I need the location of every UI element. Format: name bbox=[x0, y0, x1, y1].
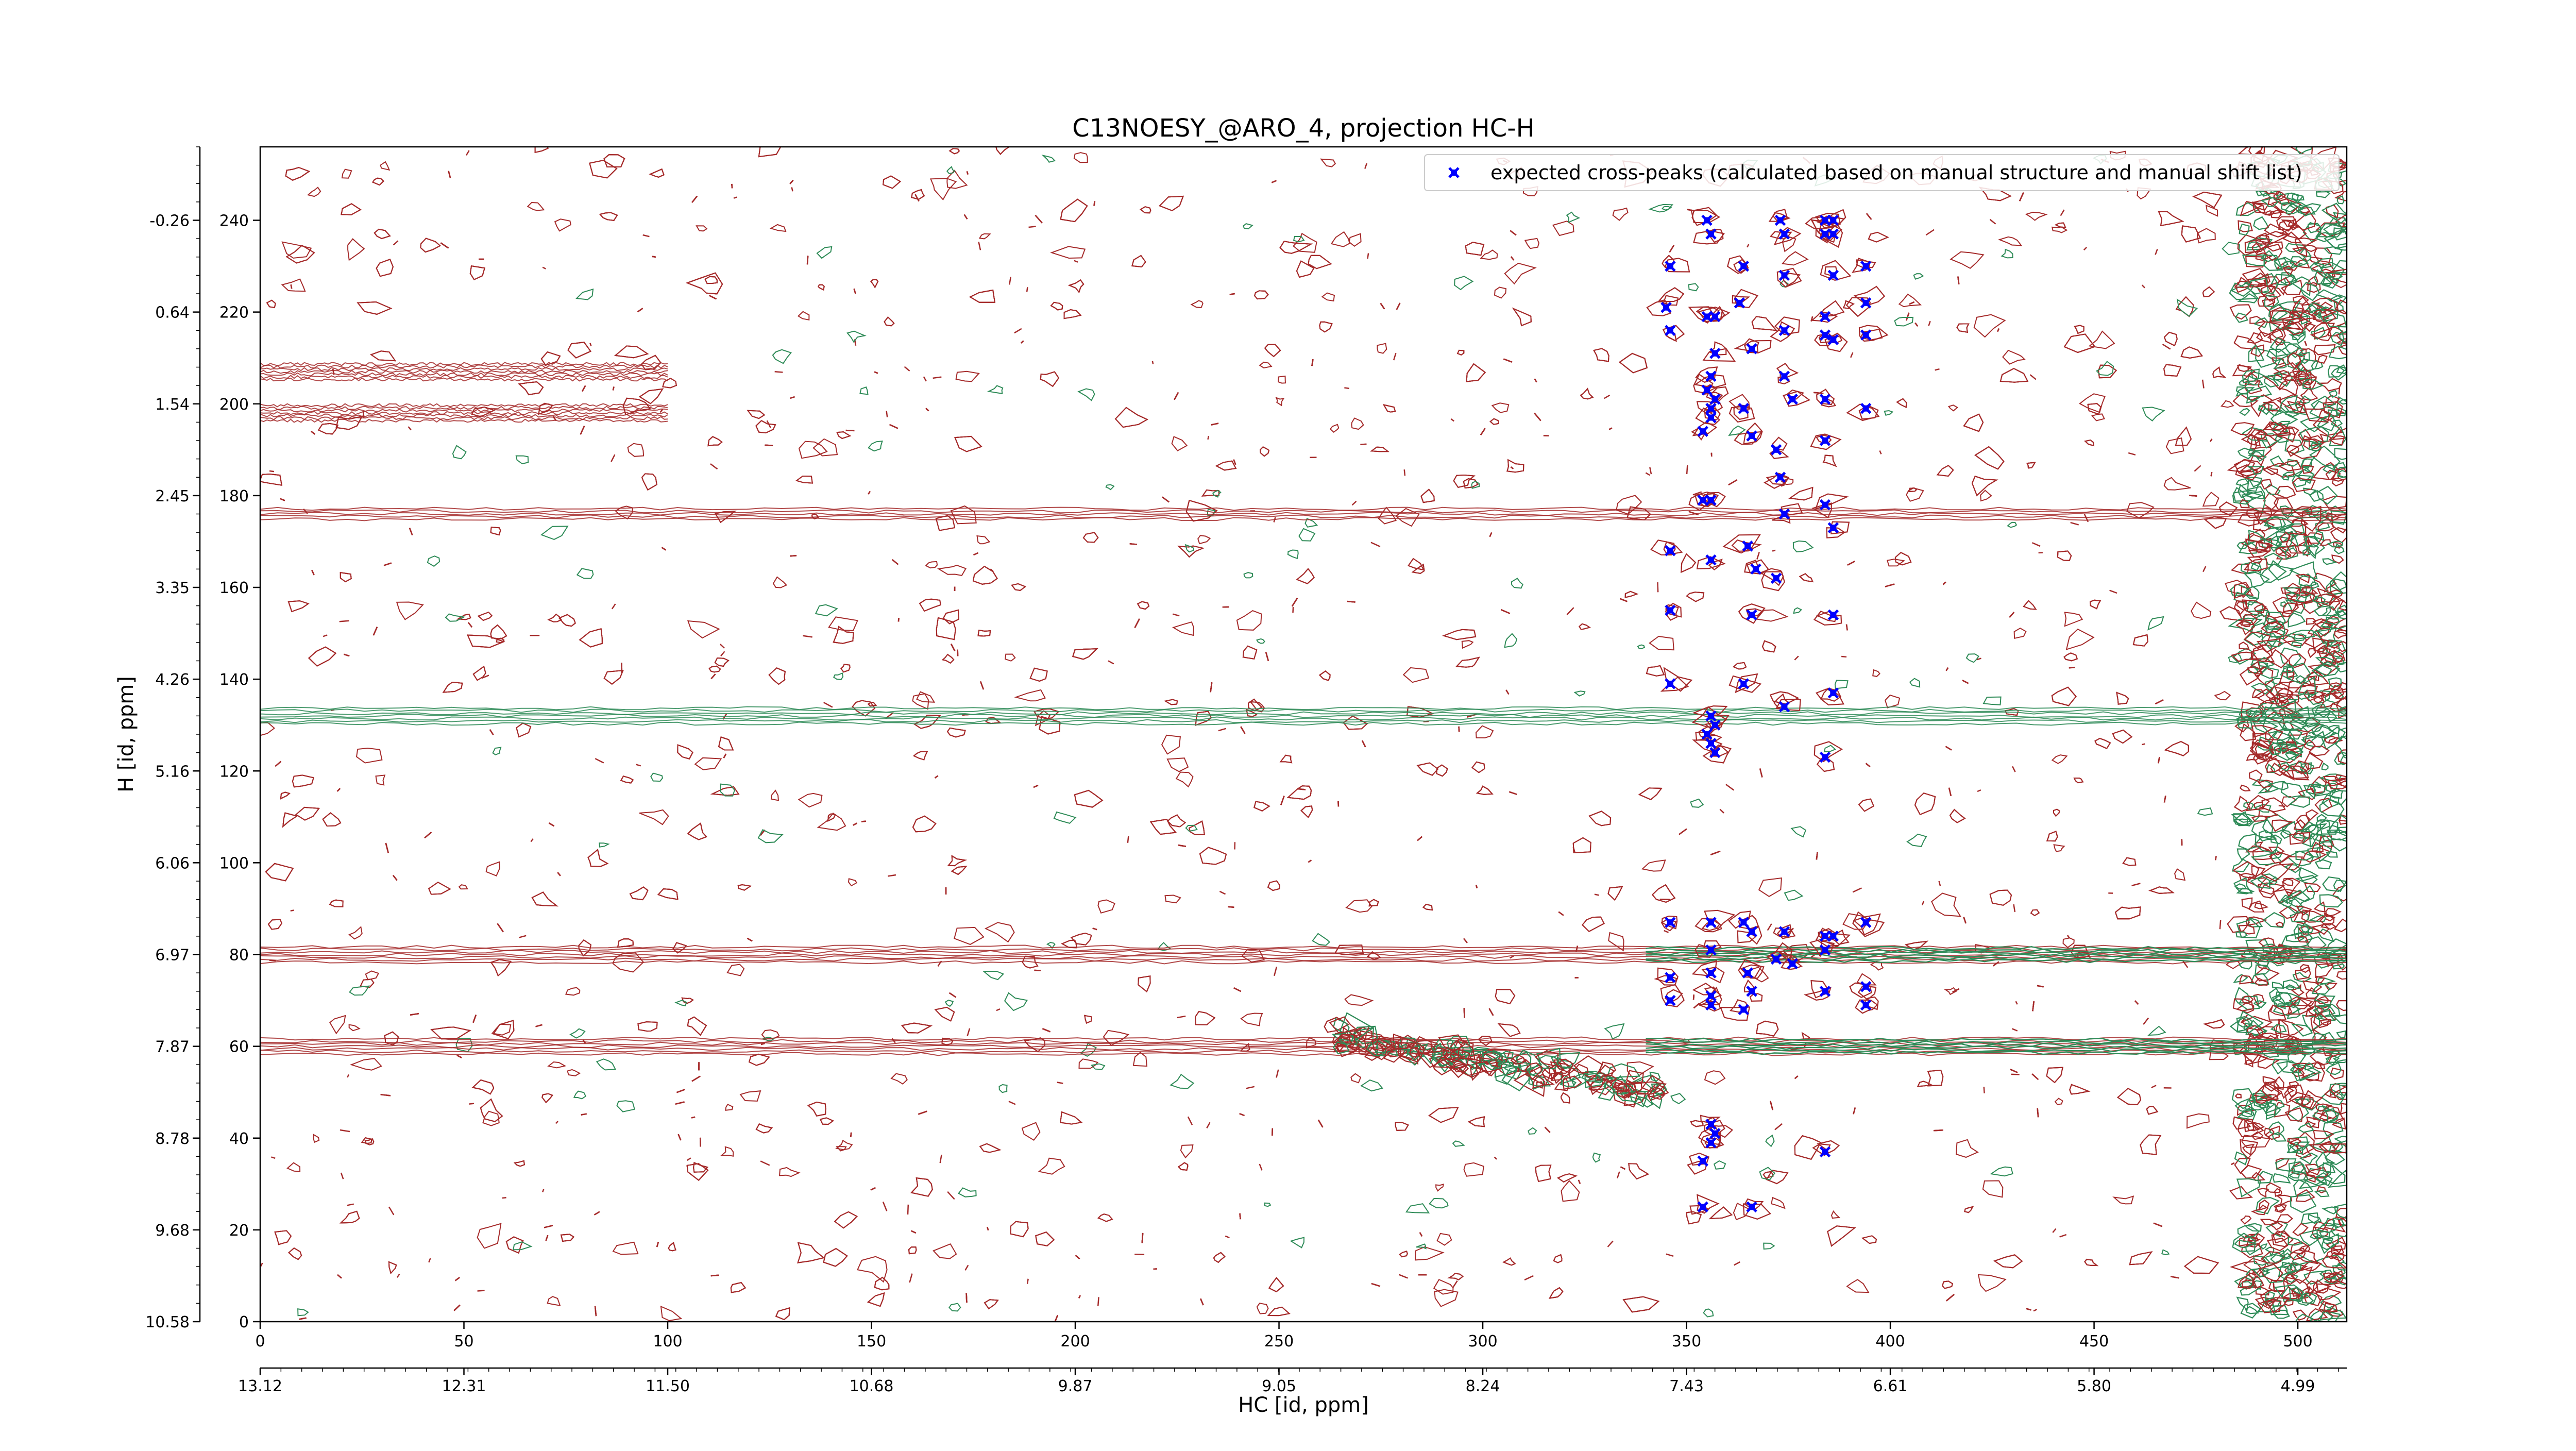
noise-contour bbox=[790, 555, 796, 556]
y-index-tick-label: 240 bbox=[219, 212, 249, 230]
x-index-tick-label: 350 bbox=[1672, 1332, 1701, 1351]
noise-contour bbox=[1347, 601, 1355, 602]
y-ppm-tick-label: 6.97 bbox=[155, 947, 190, 965]
noise-contour bbox=[691, 1117, 695, 1118]
y-index-tick-label: 200 bbox=[219, 396, 249, 414]
y-ppm-tick-label: 4.26 bbox=[155, 671, 190, 689]
noise-contour bbox=[1404, 469, 1405, 476]
noise-contour bbox=[2142, 744, 2145, 745]
x-ppm-tick-label: 13.12 bbox=[238, 1377, 282, 1395]
noise-contour bbox=[1027, 1279, 1028, 1284]
noise-contour bbox=[1464, 1008, 1465, 1018]
noise-contour bbox=[887, 411, 888, 417]
x-index-tick-label: 500 bbox=[2283, 1332, 2312, 1351]
y-index-tick-label: 100 bbox=[219, 854, 249, 872]
x-ppm-tick-label: 11.50 bbox=[646, 1377, 690, 1395]
noise-contour bbox=[1293, 607, 1294, 613]
y-ppm-tick-label: 3.35 bbox=[155, 579, 190, 597]
noise-contour bbox=[1846, 625, 1848, 631]
y-ppm-tick-label: 6.06 bbox=[155, 854, 190, 872]
noise-contour bbox=[291, 910, 294, 911]
x-index-tick-label: 50 bbox=[454, 1332, 473, 1351]
noise-contour bbox=[711, 1275, 719, 1276]
noise-contour bbox=[807, 256, 808, 264]
noise-contour bbox=[1657, 582, 1658, 592]
noise-contour bbox=[1817, 852, 1818, 859]
noise-contour bbox=[2279, 805, 2285, 806]
y-index-tick-label: 220 bbox=[219, 304, 249, 322]
y-index-tick-label: 120 bbox=[219, 763, 249, 781]
x-index-tick-label: 150 bbox=[857, 1332, 886, 1351]
noise-contour bbox=[846, 430, 855, 431]
x-ppm-tick-label: 9.05 bbox=[1262, 1377, 1296, 1395]
x-ppm-tick-label: 7.43 bbox=[1669, 1377, 1704, 1395]
noise-contour bbox=[1841, 656, 1846, 657]
y-ppm-tick-label: 7.87 bbox=[155, 1038, 190, 1056]
y-ppm-tick-label: 5.16 bbox=[155, 763, 190, 781]
noise-contour bbox=[1344, 388, 1349, 389]
x-ppm-tick-label: 10.68 bbox=[850, 1377, 894, 1395]
noise-contour bbox=[1360, 444, 1366, 445]
noise-contour bbox=[478, 1290, 485, 1291]
noise-contour bbox=[2211, 472, 2212, 476]
y-index-tick-label: 180 bbox=[219, 487, 249, 505]
noise-contour bbox=[1934, 1130, 1943, 1131]
x-ppm-tick-label: 8.24 bbox=[1466, 1377, 1500, 1395]
noise-contour bbox=[1367, 253, 1368, 259]
noise-contour bbox=[1142, 1233, 1143, 1243]
legend-label: expected cross-peaks (calculated based o… bbox=[1490, 161, 2302, 184]
x-axis-label: HC [id, ppm] bbox=[1238, 1393, 1369, 1417]
noise-contour bbox=[2215, 856, 2216, 860]
legend: expected cross-peaks (calculated based o… bbox=[1425, 155, 2339, 191]
chart-title: C13NOESY_@ARO_4, projection HC-H bbox=[1072, 114, 1534, 143]
noise-contour bbox=[1028, 226, 1036, 227]
plot-background bbox=[260, 147, 2347, 1322]
x-ppm-tick-label: 6.61 bbox=[1873, 1377, 1908, 1395]
x-index-tick-label: 0 bbox=[255, 1332, 265, 1351]
y-index-tick-label: 20 bbox=[229, 1222, 249, 1240]
x-index-tick-label: 200 bbox=[1060, 1332, 1090, 1351]
y-ppm-tick-label: 10.58 bbox=[145, 1313, 190, 1331]
x-ppm-tick-label: 9.87 bbox=[1058, 1377, 1093, 1395]
noise-contour bbox=[861, 821, 866, 822]
noise-contour bbox=[1034, 970, 1040, 971]
x-index-tick-label: 250 bbox=[1264, 1332, 1294, 1351]
noise-contour bbox=[1476, 885, 1477, 888]
x-ppm-tick-label: 12.31 bbox=[442, 1377, 486, 1395]
noise-contour bbox=[2038, 1108, 2039, 1118]
noise-contour bbox=[1459, 727, 1460, 732]
noise-contour bbox=[613, 387, 614, 391]
noise-contour bbox=[1984, 1087, 1985, 1093]
y-index-tick-label: 40 bbox=[229, 1130, 249, 1148]
y-ppm-tick-label: 0.64 bbox=[155, 304, 190, 322]
y-axis-label: H [id, ppm] bbox=[114, 676, 138, 792]
x-index-tick-label: 100 bbox=[653, 1332, 682, 1351]
x-index-tick-label: 450 bbox=[2079, 1332, 2109, 1351]
y-index-tick-label: 0 bbox=[239, 1313, 249, 1331]
y-index-tick-label: 140 bbox=[219, 671, 249, 689]
x-ppm-tick-label: 5.80 bbox=[2077, 1377, 2111, 1395]
x-index-tick-label: 400 bbox=[1875, 1332, 1905, 1351]
y-ppm-tick-label: 1.54 bbox=[155, 396, 190, 414]
y-index-tick-label: 160 bbox=[219, 579, 249, 597]
y-ppm-tick-label: 9.68 bbox=[155, 1222, 190, 1240]
noise-contour bbox=[1595, 895, 1599, 896]
y-ppm-tick-label: 2.45 bbox=[155, 487, 190, 505]
y-ppm-tick-label: 8.78 bbox=[155, 1130, 190, 1148]
x-ppm-tick-label: 4.99 bbox=[2281, 1377, 2315, 1395]
y-ppm-tick-label: -0.26 bbox=[149, 212, 190, 230]
noise-contour bbox=[1693, 994, 1694, 1000]
y-index-tick-label: 80 bbox=[229, 947, 249, 965]
noise-contour bbox=[2069, 667, 2075, 668]
noise-contour bbox=[700, 1138, 701, 1146]
noise-contour bbox=[2220, 920, 2221, 929]
y-index-tick-label: 60 bbox=[229, 1038, 249, 1056]
noise-contour bbox=[765, 445, 773, 446]
noise-contour bbox=[291, 284, 292, 289]
x-index-tick-label: 300 bbox=[1468, 1332, 1497, 1351]
noise-contour bbox=[1772, 550, 1775, 551]
noise-contour bbox=[502, 1197, 506, 1198]
